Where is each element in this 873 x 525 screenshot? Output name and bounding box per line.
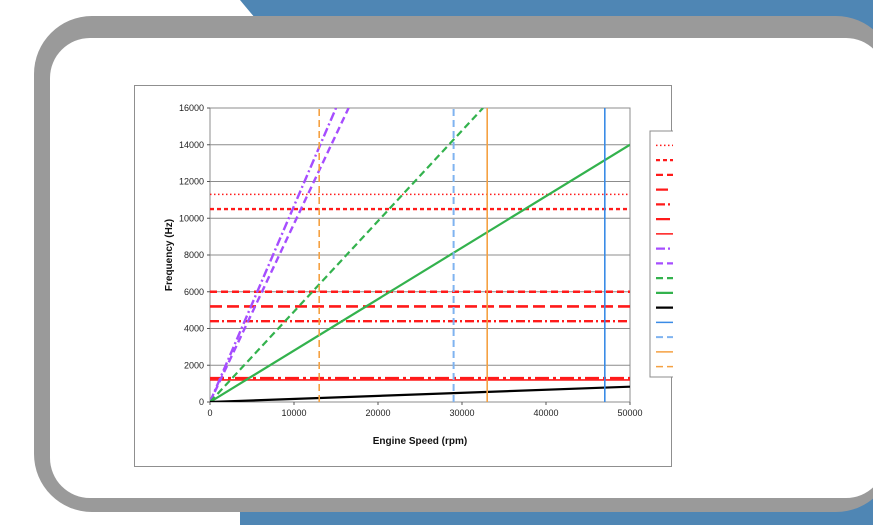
series-line-8 [210,108,350,402]
series-line-9 [210,108,484,402]
series-line-7 [210,108,338,402]
y-tick-label: 10000 [179,213,204,223]
y-tick-label: 8000 [184,250,204,260]
x-tick-label: 0 [207,408,212,418]
y-tick-label: 16000 [179,103,204,113]
x-tick-label: 20000 [365,408,390,418]
x-tick-label: 40000 [533,408,558,418]
x-axis-title: Engine Speed (rpm) [373,436,467,447]
y-tick-label: 12000 [179,177,204,187]
x-tick-label: 30000 [449,408,474,418]
frequency-chart: 0 2000 4000 6000 8000 10000 12000 14000 16000 0 10… [164,103,673,447]
series-line-10 [210,143,630,402]
chart-panel: 0 2000 4000 6000 8000 10000 12000 14000 16000 0 10… [134,85,673,467]
y-tick-label: 4000 [184,324,204,334]
x-tick-label: 10000 [281,408,306,418]
y-axis-title: Frequency (Hz) [164,219,175,291]
y-tick-label: 0 [199,397,204,407]
y-tick-label: 6000 [184,287,204,297]
y-tick-label: 2000 [184,360,204,370]
legend-box [649,130,673,378]
y-tick-label: 14000 [179,140,204,150]
series-line-11 [210,385,630,402]
x-tick-label: 50000 [617,408,642,418]
